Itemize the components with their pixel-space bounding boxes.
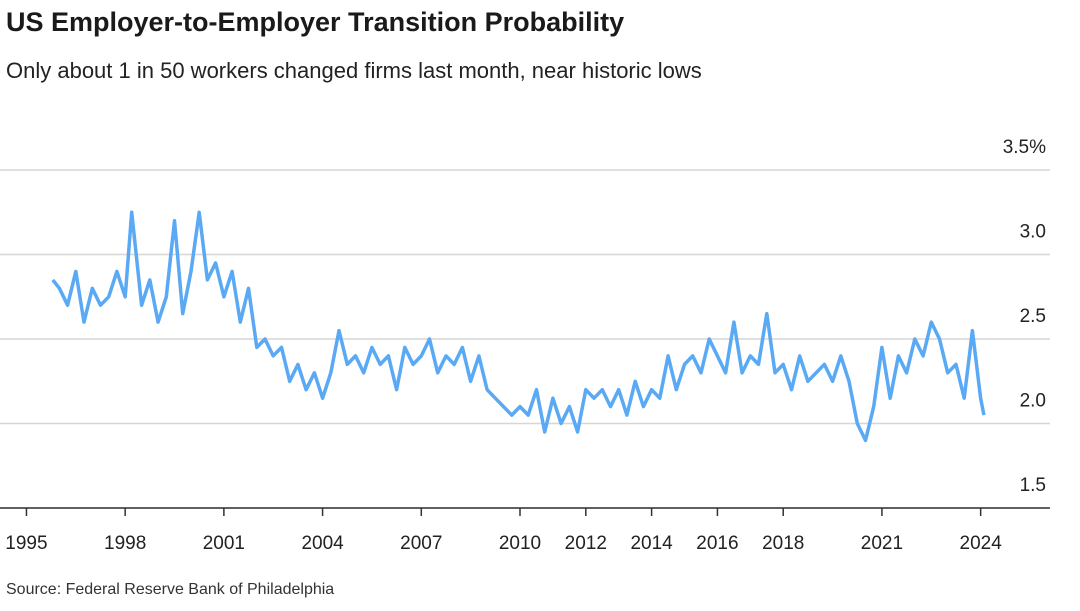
x-tick-label: 2007 [400, 533, 442, 554]
y-tick-label: 3.0 [1020, 222, 1046, 243]
x-tick-label: 2021 [861, 533, 903, 554]
x-tick-label: 2012 [565, 533, 607, 554]
y-tick-label: 2.0 [1020, 391, 1046, 412]
chart-subtitle: Only about 1 in 50 workers changed firms… [6, 58, 702, 83]
y-tick-label: 2.5 [1020, 306, 1046, 327]
x-tick-label: 2018 [762, 533, 804, 554]
y-tick-label: 3.5% [1003, 137, 1046, 158]
x-tick-label: 2004 [301, 533, 344, 554]
chart-title: US Employer-to-Employer Transition Proba… [6, 7, 624, 37]
source-note: Source: Federal Reserve Bank of Philadel… [6, 581, 334, 598]
y-tick-label: 1.5 [1020, 475, 1046, 496]
x-tick-label: 1995 [5, 533, 47, 554]
x-tick-label: 2010 [499, 533, 541, 554]
x-tick-label: 2016 [696, 533, 738, 554]
x-tick-label: 1998 [104, 533, 146, 554]
data-line [51, 210, 986, 443]
x-tick-label: 2001 [203, 533, 245, 554]
x-tick-label: 2024 [960, 533, 1003, 554]
x-tick-label: 2014 [630, 533, 673, 554]
